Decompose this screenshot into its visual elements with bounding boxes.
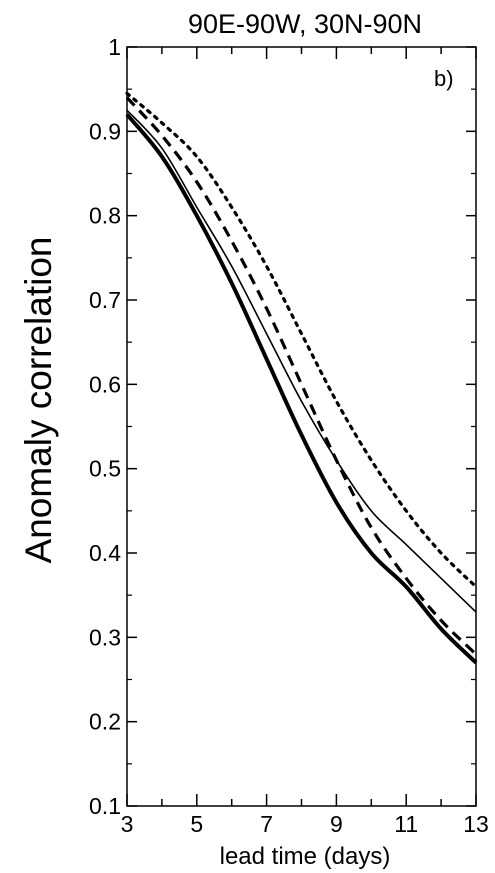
series-line-dashed <box>125 96 478 656</box>
series-line-dotted <box>125 91 478 589</box>
x-tick-label: 7 <box>260 811 273 837</box>
series-line-solid-thick <box>125 113 478 665</box>
x-axis-label: lead time (days) <box>220 843 391 870</box>
y-tick-label: 0.1 <box>89 793 121 819</box>
x-tick-label: 11 <box>394 811 418 837</box>
chart-title: 90E-90W, 30N-90N <box>188 9 422 39</box>
y-axis-label: Anomaly correlation <box>18 237 59 564</box>
y-tick-label: 0.5 <box>89 456 121 482</box>
y-tick-label: 0.8 <box>89 203 121 229</box>
y-tick-label: 0.7 <box>89 287 121 313</box>
y-tick-label: 0.6 <box>89 371 121 397</box>
plot-area-frame <box>126 46 477 807</box>
x-tick-label: 9 <box>330 811 343 837</box>
y-tick-label: 0.4 <box>89 540 121 566</box>
x-tick-label: 13 <box>463 811 489 837</box>
y-tick-label: 0.2 <box>89 709 121 735</box>
series-lines <box>125 91 478 665</box>
x-tick-label: 3 <box>121 811 134 837</box>
y-tick-label: 0.3 <box>89 624 121 650</box>
x-tick-label: 5 <box>190 811 203 837</box>
y-tick-label: 0.9 <box>89 118 121 144</box>
series-line-solid-thin <box>126 109 477 613</box>
panel-label: b) <box>434 66 454 91</box>
axis-ticks: 0.10.20.30.40.50.60.70.80.913 5 7 9 11 13 <box>89 34 489 837</box>
y-tick-label: 1 <box>108 34 121 60</box>
